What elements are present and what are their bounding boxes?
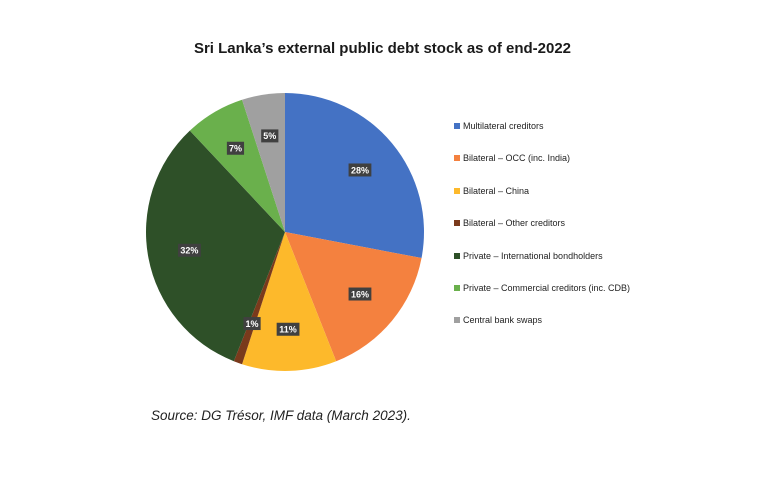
legend-label: Bilateral – China: [463, 185, 530, 196]
legend-label: Bilateral – OCC (inc. India): [463, 153, 571, 164]
svg-text:7%: 7%: [229, 144, 242, 154]
legend: Multilateral creditors Bilateral – OCC (i…: [454, 121, 630, 348]
slice-data-label: 32%: [178, 243, 201, 257]
legend-swatch: [454, 155, 460, 162]
svg-text:1%: 1%: [246, 319, 259, 329]
legend-label: Central bank swaps: [463, 315, 543, 326]
legend-label: Bilateral – Other creditors: [463, 218, 566, 229]
pie-slice: [146, 130, 285, 362]
legend-swatch: [454, 220, 460, 227]
legend-item: Bilateral – Other creditors: [454, 218, 630, 250]
legend-swatch: [454, 187, 460, 194]
pie-slice: [242, 93, 285, 232]
legend-swatch: [454, 284, 460, 291]
pie-slice: [189, 99, 285, 232]
slice-data-label: 16%: [348, 287, 372, 301]
legend-item: Bilateral – China: [454, 186, 630, 218]
legend-label: Private – International bondholders: [463, 250, 603, 261]
slice-data-label: 7%: [226, 141, 245, 155]
legend-item: Private – International bondholders: [454, 251, 630, 283]
svg-text:5%: 5%: [263, 131, 276, 141]
legend-item: Central bank swaps: [454, 315, 630, 347]
legend-item: Multilateral creditors: [454, 121, 630, 153]
slice-data-label: 5%: [261, 129, 279, 143]
legend-item: Bilateral – OCC (inc. India): [454, 153, 630, 185]
legend-label: Private – Commercial creditors (inc. CDB…: [463, 282, 631, 293]
svg-text:16%: 16%: [351, 289, 369, 299]
source-note: Source: DG Trésor, IMF data (March 2023)…: [151, 408, 411, 423]
svg-text:11%: 11%: [279, 325, 297, 335]
slice-data-label: 1%: [243, 317, 261, 331]
pie-slice: [242, 232, 337, 372]
svg-text:32%: 32%: [180, 246, 198, 256]
legend-swatch: [454, 252, 460, 259]
legend-item: Private – Commercial creditors (inc. CDB…: [454, 283, 630, 315]
legend-swatch: [454, 317, 460, 324]
pie-slice: [233, 232, 285, 365]
legend-label: Multilateral creditors: [463, 121, 544, 131]
slice-data-label: 11%: [276, 322, 300, 336]
legend-swatch: [454, 123, 460, 129]
chart-title: Sri Lanka’s external public debt stock a…: [193, 40, 572, 57]
slice-data-label: 28%: [348, 163, 372, 177]
svg-text:28%: 28%: [351, 165, 369, 175]
